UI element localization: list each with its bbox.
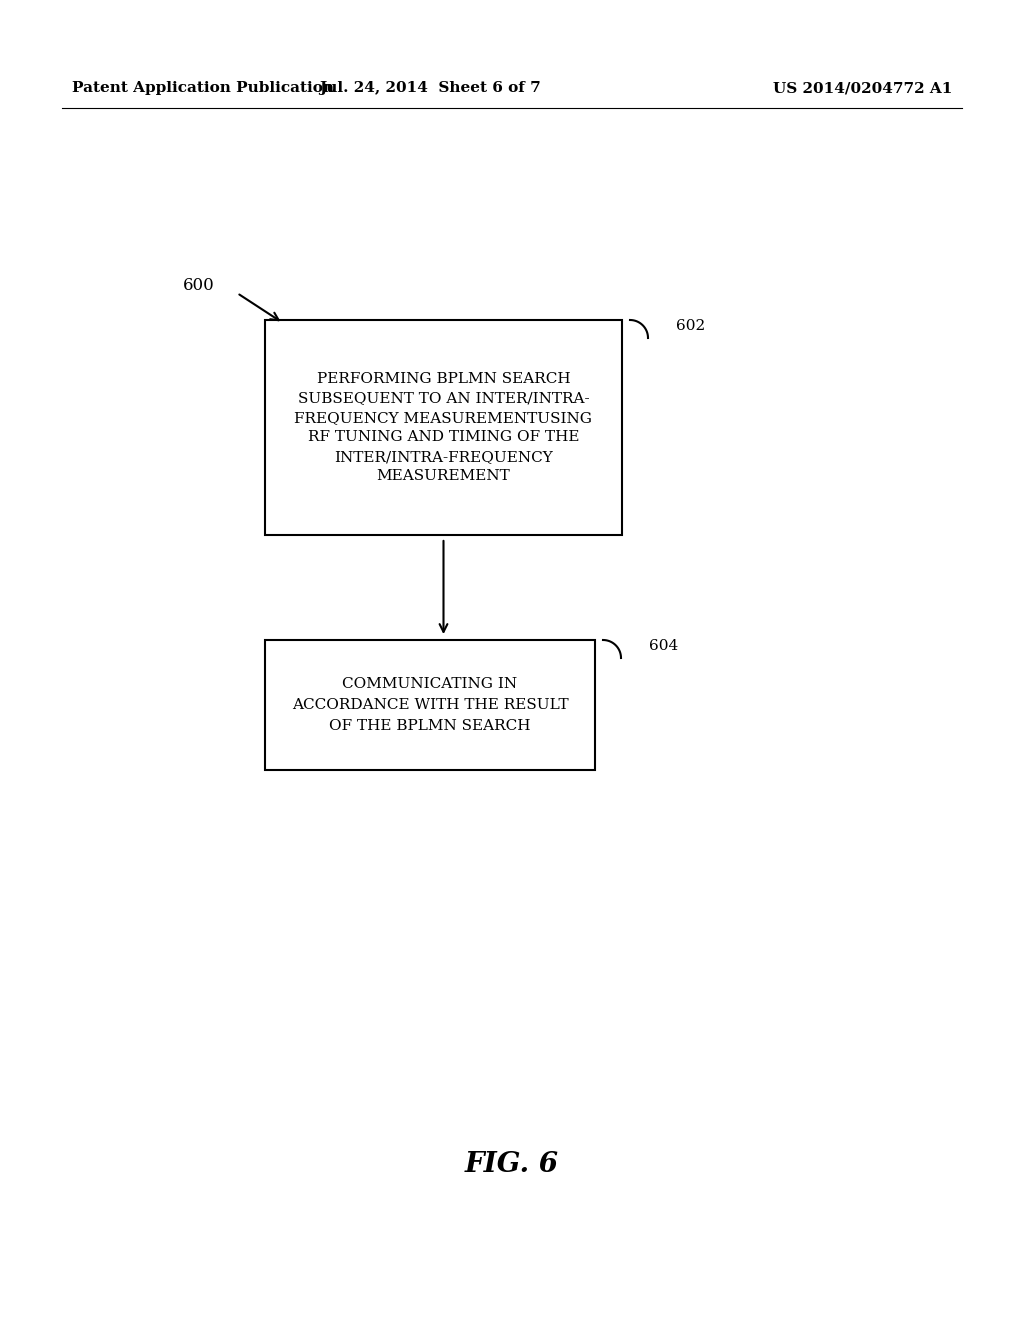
Text: 600: 600	[183, 276, 215, 293]
Text: COMMUNICATING IN
ACCORDANCE WITH THE RESULT
OF THE BPLMN SEARCH: COMMUNICATING IN ACCORDANCE WITH THE RES…	[292, 677, 568, 733]
Text: US 2014/0204772 A1: US 2014/0204772 A1	[773, 81, 952, 95]
Text: Patent Application Publication: Patent Application Publication	[72, 81, 334, 95]
Text: FIG. 6: FIG. 6	[465, 1151, 559, 1179]
Text: PERFORMING BPLMN SEARCH
SUBSEQUENT TO AN INTER/INTRA-
FREQUENCY MEASUREMENTUSING: PERFORMING BPLMN SEARCH SUBSEQUENT TO AN…	[295, 372, 593, 483]
Text: Jul. 24, 2014  Sheet 6 of 7: Jul. 24, 2014 Sheet 6 of 7	[319, 81, 541, 95]
Text: 604: 604	[649, 639, 678, 653]
Bar	[265, 640, 595, 770]
Bar	[265, 319, 622, 535]
Text: 602: 602	[676, 319, 706, 333]
